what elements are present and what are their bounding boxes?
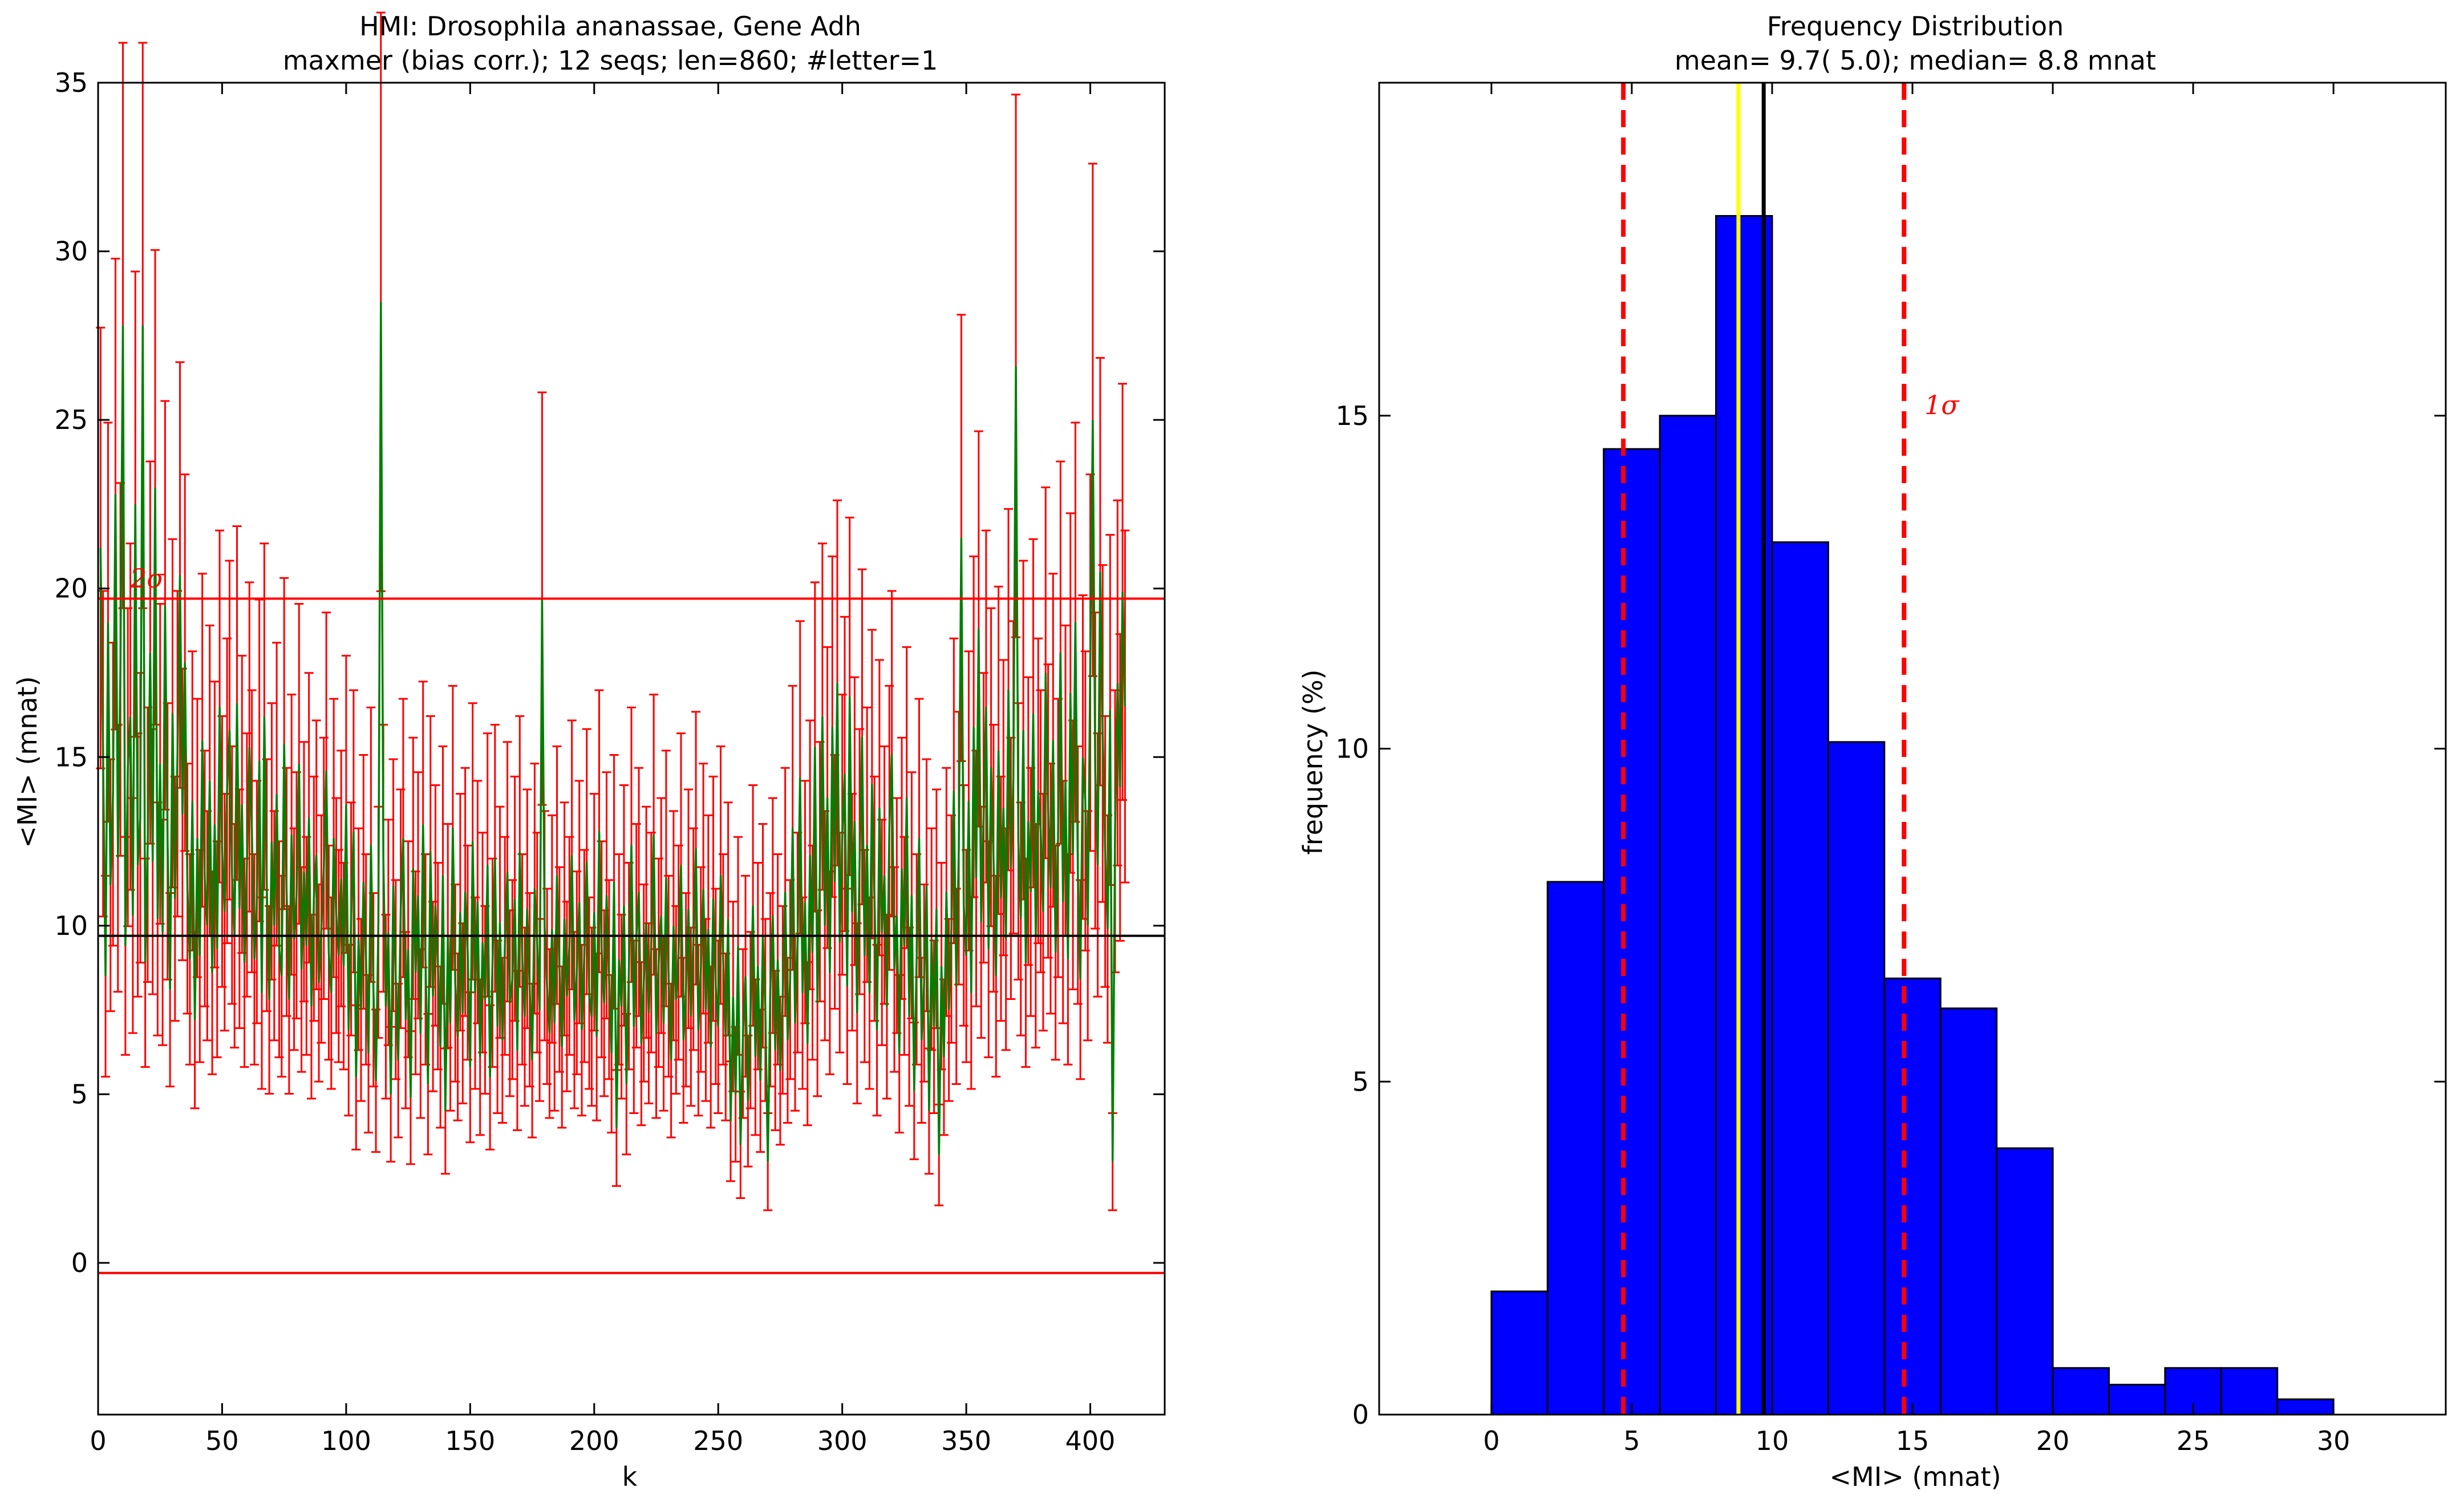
histogram-bar	[1490, 1290, 1549, 1416]
x-tick-label: 20	[2036, 1425, 2070, 1456]
x-tick-label: 350	[941, 1425, 991, 1456]
x-tick-label: 0	[1483, 1425, 1500, 1456]
x-tick-label: 25	[2177, 1425, 2210, 1456]
left-chart: HMI: Drosophila ananassae, Gene Adh maxm…	[12, 11, 1166, 1492]
x-tick-label: 15	[1896, 1425, 1930, 1456]
right-sigma-label: 1σ	[1924, 390, 1960, 420]
x-tick-label: 250	[693, 1425, 743, 1456]
histogram-bar	[1771, 541, 1829, 1416]
histogram-bar	[1659, 415, 1717, 1416]
left-chart-title: HMI: Drosophila ananassae, Gene Adh	[359, 11, 861, 42]
histogram-bar	[1939, 1007, 1998, 1416]
right-plot-area	[1490, 83, 2335, 1416]
right-chart-title: Frequency Distribution	[1767, 11, 2064, 42]
histogram-bar	[1603, 448, 1661, 1416]
y-tick-label: 0	[1352, 1399, 1369, 1430]
right-chart-subtitle: mean= 9.7( 5.0); median= 8.8 mnat	[1675, 45, 2156, 76]
right-plot-frame	[1378, 82, 2447, 1416]
y-tick-label: 30	[54, 236, 88, 267]
left-y-axis-label: <MI> (mnat)	[12, 676, 43, 848]
y-tick-label: 25	[54, 404, 88, 435]
x-tick-label: 30	[2317, 1425, 2350, 1456]
histogram-bar	[1883, 977, 1942, 1416]
histogram-bar	[2052, 1367, 2110, 1416]
left-y-ticks: 0 5 10 15 20 25 30 35	[54, 67, 1165, 1278]
x-tick-label: 50	[205, 1425, 239, 1456]
y-tick-label: 5	[1352, 1066, 1369, 1097]
x-tick-label: 200	[569, 1425, 619, 1456]
y-tick-label: 10	[54, 910, 88, 941]
right-x-axis-label: <MI> (mnat)	[1829, 1461, 2001, 1492]
left-chart-subtitle: maxmer (bias corr.); 12 seqs; len=860; #…	[283, 45, 938, 76]
left-x-axis-label: k	[622, 1461, 638, 1492]
left-plot-area	[96, 11, 1165, 1274]
x-tick-label: 100	[321, 1425, 371, 1456]
right-y-axis-label: frequency (%)	[1298, 670, 1328, 855]
right-x-ticks: 0 5 10 15 20 25 30	[1483, 83, 2350, 1456]
left-plot-frame	[97, 82, 1166, 1416]
y-tick-label: 15	[1335, 400, 1369, 431]
x-tick-label: 5	[1623, 1425, 1640, 1456]
histogram-bar	[2276, 1398, 2335, 1416]
histogram-bar	[1996, 1147, 2054, 1416]
y-tick-label: 15	[54, 742, 88, 772]
x-tick-label: 0	[90, 1425, 106, 1456]
histogram-bar	[1546, 881, 1605, 1416]
right-y-ticks: 0 5 10 15	[1335, 400, 2446, 1430]
x-tick-label: 400	[1065, 1425, 1116, 1456]
mi-series-line	[99, 302, 1126, 1162]
x-tick-label: 10	[1756, 1425, 1789, 1456]
x-tick-label: 150	[445, 1425, 495, 1456]
left-x-ticks: 0 50 100 150 200 250 300 350 400	[90, 83, 1115, 1456]
y-tick-label: 5	[71, 1079, 88, 1109]
x-tick-label: 300	[817, 1425, 868, 1456]
right-chart: Frequency Distribution mean= 9.7( 5.0); …	[1298, 11, 2447, 1492]
histogram-bar	[2108, 1383, 2166, 1416]
histogram-bar	[2220, 1367, 2279, 1416]
histogram-bar	[1827, 741, 1886, 1416]
y-tick-label: 20	[54, 573, 88, 604]
y-tick-label: 0	[71, 1247, 88, 1278]
y-tick-label: 35	[54, 67, 88, 98]
y-tick-label: 10	[1335, 734, 1369, 764]
left-sigma-label: 2σ	[129, 563, 165, 594]
